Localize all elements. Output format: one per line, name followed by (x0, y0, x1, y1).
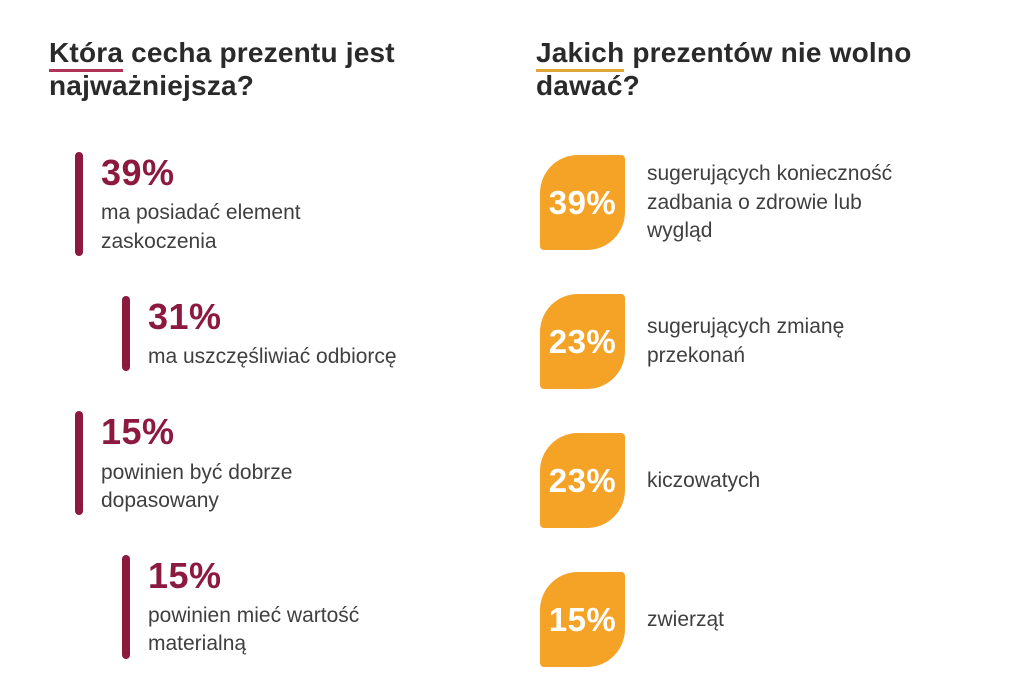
stat-percent: 15% (101, 411, 175, 453)
right-heading-underlined-word: Jakich (536, 37, 625, 72)
left-stat-list: 39% ma posiadać element zaskoczenia 31% … (75, 152, 489, 659)
right-stat-item-2: 23% sugerujących zmianę przekonań (540, 294, 996, 390)
left-stat-item-3: 15% powinien być dobrze dopasowany (75, 411, 489, 515)
percent-badge: 39% (540, 155, 625, 251)
badge-percent: 23% (548, 322, 617, 360)
left-stat-item-2: 31% ma uszczęśliwiać odbiorcę (122, 295, 489, 372)
stat-content: 15% powinien być dobrze dopasowany (101, 411, 351, 515)
left-heading-underlined-word: Która (49, 37, 124, 72)
stat-label: sugerujących konieczność zadbania o zdro… (647, 162, 893, 242)
stat-label: sugerujących zmianę przekonań (647, 315, 845, 367)
right-stat-item-3: 23% kiczowatych (540, 433, 996, 529)
left-heading: Która cecha prezentu jest najważniejsza? (49, 36, 419, 102)
stat-content: 31% ma uszczęśliwiać odbiorcę (148, 296, 397, 372)
badge-percent: 15% (548, 600, 617, 638)
badge-percent: 39% (548, 183, 617, 221)
right-stat-item-4: 15% zwierząt (540, 572, 996, 668)
percent-badge: 23% (540, 294, 625, 390)
stat-content: 15% powinien mieć wartość materialną (148, 555, 413, 659)
percent-badge: 15% (540, 572, 625, 668)
stat-content: 39% ma posiadać element zaskoczenia (101, 152, 356, 256)
right-stat-list: 39% sugerujących konieczność zadbania o … (540, 155, 996, 668)
stat-label: ma posiadać element zaskoczenia (101, 201, 301, 253)
right-column: Jakich prezentów nie wolno dawać? 39% su… (536, 36, 996, 677)
stat-label: powinien mieć wartość materialną (148, 604, 360, 656)
stat-label: kiczowatych (647, 468, 761, 492)
stat-percent: 39% (101, 152, 175, 194)
badge-percent: 23% (548, 461, 617, 499)
stat-label: ma uszczęśliwiać odbiorcę (148, 345, 397, 369)
stat-bar (75, 152, 83, 256)
right-stat-item-1: 39% sugerujących konieczność zadbania o … (540, 155, 996, 251)
stat-bar (122, 554, 130, 659)
stat-label: powinien być dobrze dopasowany (101, 460, 293, 512)
right-heading: Jakich prezentów nie wolno dawać? (536, 36, 966, 102)
left-heading-rest: cecha prezentu jest najważniejsza? (49, 37, 395, 102)
stat-percent: 15% (148, 554, 222, 596)
right-heading-rest: prezentów nie wolno dawać? (536, 37, 912, 102)
stat-label: zwierząt (647, 607, 725, 631)
percent-badge: 23% (540, 433, 625, 529)
stat-bar (122, 295, 130, 372)
stat-percent: 31% (148, 295, 222, 337)
left-column: Która cecha prezentu jest najważniejsza?… (49, 36, 489, 677)
left-stat-item-1: 39% ma posiadać element zaskoczenia (75, 152, 489, 256)
left-stat-item-4: 15% powinien mieć wartość materialną (122, 554, 489, 659)
stat-bar (75, 411, 83, 515)
